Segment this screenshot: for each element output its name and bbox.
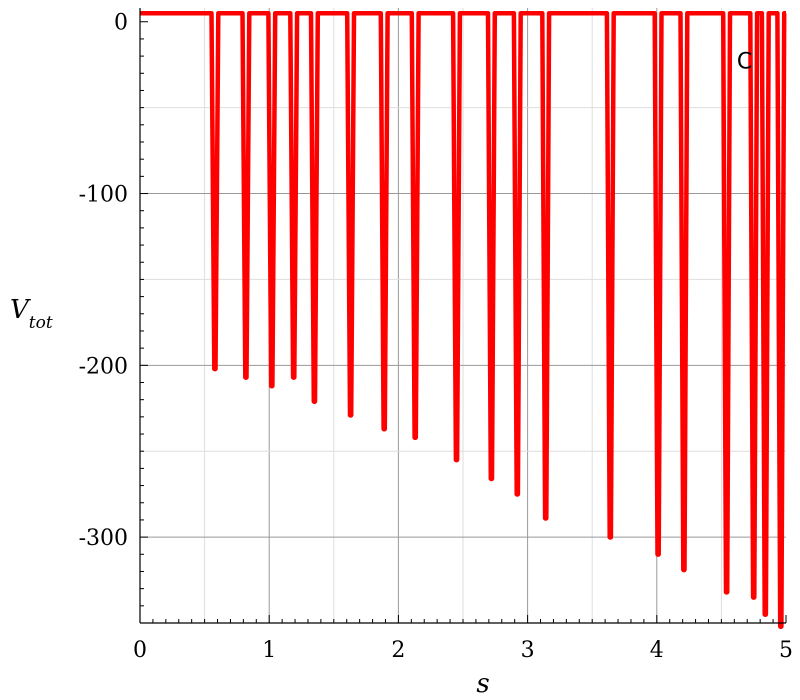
trough-point <box>514 491 520 497</box>
trough-point <box>381 426 387 432</box>
x-tick-label: 0 <box>133 638 147 663</box>
trough-point <box>212 366 218 372</box>
axes <box>139 8 787 624</box>
y-tick-label: 0 <box>114 11 128 36</box>
trough-point <box>723 589 730 595</box>
trough-point <box>243 374 249 380</box>
x-tick-label: 5 <box>779 638 793 663</box>
trough-point <box>412 434 418 441</box>
y-tick-label: -100 <box>79 183 128 208</box>
x-tick-label: 2 <box>391 638 405 663</box>
trough-point <box>269 383 275 389</box>
trough-point <box>453 457 460 463</box>
grid <box>140 8 786 624</box>
y-tick-label: -300 <box>79 526 128 551</box>
trough-point <box>347 412 354 418</box>
trough-point <box>607 534 613 540</box>
x-tick-label: 3 <box>521 638 535 663</box>
trough-point <box>488 476 495 482</box>
tick-labels: 0 1 2 3 4 5 0 -100 -200 -300 <box>79 11 793 663</box>
trough-point <box>751 594 757 600</box>
x-tick-label: 1 <box>262 638 276 663</box>
x-axis-label: s <box>476 669 489 699</box>
trough-point <box>778 623 784 630</box>
y-axis-label-main: V <box>10 295 31 325</box>
trough-point <box>291 374 297 380</box>
trough-point <box>543 515 549 521</box>
y-axis-label-subscript: tot <box>29 313 53 333</box>
y-axis-label: Vtot <box>10 295 53 333</box>
trough-point <box>311 398 318 404</box>
series-line <box>140 10 787 630</box>
trough-point <box>762 611 768 618</box>
annotation-label: C <box>737 50 752 75</box>
y-tick-label: -200 <box>79 354 128 379</box>
trough-point <box>681 567 687 573</box>
x-tick-label: 4 <box>650 638 664 663</box>
trough-point <box>655 551 661 557</box>
